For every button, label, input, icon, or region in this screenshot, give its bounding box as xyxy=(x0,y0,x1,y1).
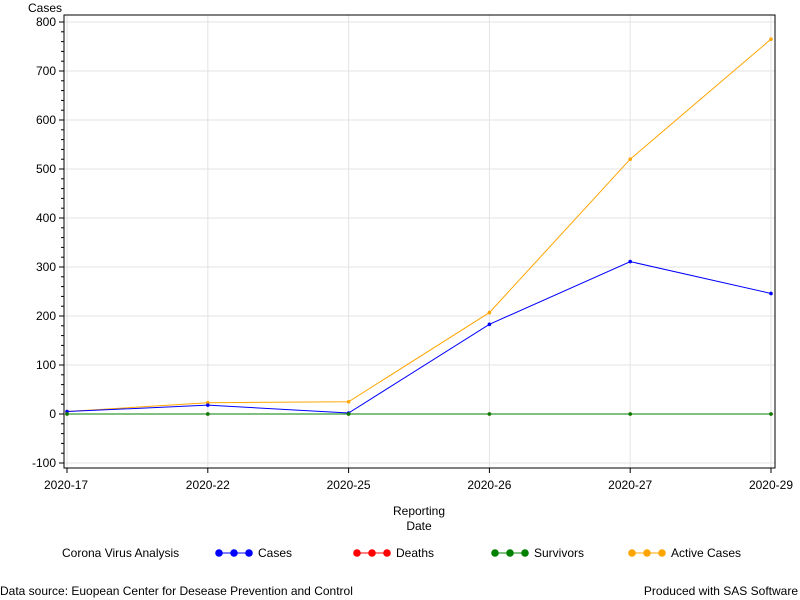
data-point xyxy=(206,403,210,407)
y-tick-label: -100 xyxy=(32,456,56,470)
legend-title: Corona Virus Analysis xyxy=(62,546,179,560)
data-point xyxy=(206,412,210,416)
x-axis: 2020-17 2020-22 2020-25 2020-26 2020-27 2020-… xyxy=(44,468,793,492)
y-tick-label: 300 xyxy=(36,260,56,274)
x-axis-label-line-1: Reporting xyxy=(393,504,445,518)
legend-marker xyxy=(628,549,636,557)
y-tick-label: 600 xyxy=(36,113,56,127)
y-axis-label: Cases xyxy=(28,1,62,15)
data-point xyxy=(487,322,492,327)
y-tick-label: 800 xyxy=(36,15,56,29)
legend-marker xyxy=(643,549,651,557)
y-tick-label: 0 xyxy=(49,407,56,421)
legend-label: Cases xyxy=(258,546,292,560)
data-point xyxy=(769,37,773,41)
y-tick-label: 500 xyxy=(36,162,56,176)
legend-label: Survivors xyxy=(534,546,584,560)
data-source-note: Data source: Euopean Center for Desease … xyxy=(0,584,353,598)
series-line-active-cases xyxy=(66,38,772,413)
grid xyxy=(64,15,775,468)
legend-label: Deaths xyxy=(396,546,434,560)
x-tick-label: 2020-27 xyxy=(608,478,652,492)
legend-label: Active Cases xyxy=(671,546,741,560)
y-tick-label: 400 xyxy=(36,211,56,225)
y-tick-label: 100 xyxy=(36,358,56,372)
x-axis-label-line-2: Date xyxy=(406,519,432,533)
y-axis: -100 0 100 200 300 400 500 600 700 800 xyxy=(32,15,64,470)
y-tick-label: 700 xyxy=(36,64,56,78)
x-tick-label: 2020-26 xyxy=(467,478,511,492)
data-point xyxy=(628,259,632,264)
legend-marker xyxy=(521,549,529,557)
data-point xyxy=(628,412,632,416)
series-line-cases xyxy=(66,261,772,414)
x-tick-label: 2020-17 xyxy=(44,478,88,492)
data-point xyxy=(346,412,351,416)
x-tick-label: 2020-29 xyxy=(749,478,793,492)
legend: Corona Virus Analysis Cases Deaths Survivo… xyxy=(62,546,741,560)
data-point xyxy=(769,412,773,416)
legend-marker xyxy=(506,549,514,557)
legend-marker xyxy=(215,549,223,557)
legend-marker xyxy=(368,549,376,557)
legend-marker xyxy=(491,549,499,557)
data-point xyxy=(65,412,69,416)
plot-frame xyxy=(63,14,776,469)
data-point xyxy=(487,412,492,416)
x-tick-label: 2020-22 xyxy=(186,478,230,492)
legend-marker xyxy=(353,549,361,557)
series-layer xyxy=(65,37,773,416)
legend-marker xyxy=(230,549,238,557)
legend-marker xyxy=(383,549,391,557)
y-tick-label: 200 xyxy=(36,309,56,323)
data-point xyxy=(628,157,632,161)
produced-with-note: Produced with SAS Software xyxy=(643,584,798,598)
data-point xyxy=(487,310,492,315)
x-tick-label: 2020-25 xyxy=(327,478,371,492)
data-point xyxy=(346,399,351,404)
legend-marker xyxy=(658,549,666,557)
legend-marker xyxy=(245,549,253,557)
data-point xyxy=(769,291,773,296)
